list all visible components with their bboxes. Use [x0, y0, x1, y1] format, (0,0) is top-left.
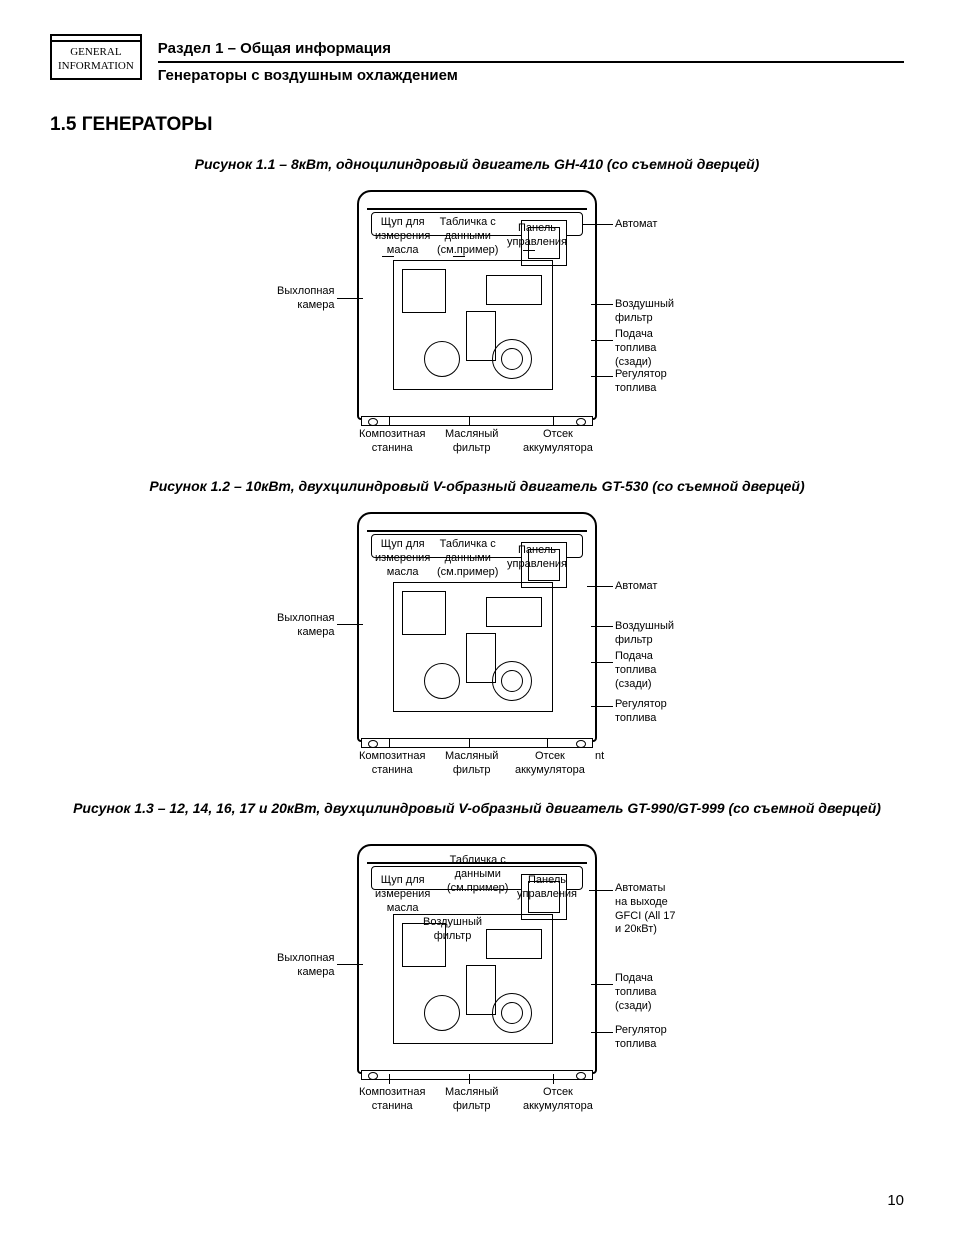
label-fuel-reg: Регулятортоплива [615, 698, 667, 726]
engine-block [393, 260, 553, 390]
label-oil-filter: Масляныйфильтр [445, 1086, 498, 1114]
section-sublabel: Генераторы с воздушным охлаждением [158, 67, 904, 84]
label-breaker: Автомат [615, 580, 657, 594]
label-oil-filter: Масляныйфильтр [445, 750, 498, 778]
base-rail [361, 416, 593, 426]
figure-1-caption: Рисунок 1.1 – 8кВт, одноцилиндровый двиг… [50, 156, 904, 172]
label-data-plate: Табличка сданными(см.пример) [437, 216, 498, 257]
tab-line2: INFORMATION [58, 60, 134, 74]
label-data-plate: Табличка сданными(см.пример) [437, 538, 498, 579]
label-control-panel: Панельуправления [507, 544, 567, 572]
label-exhaust: Выхлопнаякамера [277, 285, 335, 313]
figure-1: Щуп дляизмерениямасла Табличка сданными(… [197, 180, 757, 460]
label-breakers-gfci: Автоматына выходеGFCI (All 17и 20кВт) [615, 882, 676, 937]
label-dipstick: Щуп дляизмерениямасла [375, 538, 430, 579]
label-fuel-inlet: Подачатоплива(сзади) [615, 328, 656, 369]
label-base: Композитнаястанина [359, 750, 425, 778]
label-dipstick: Щуп дляизмерениямасла [375, 874, 430, 915]
label-air-filter: Воздушныйфильтр [615, 298, 674, 326]
tab-line1: GENERAL [58, 46, 134, 60]
figure-2: Щуп дляизмерениямасла Табличка сданными(… [197, 502, 757, 782]
figure-3: Щуп дляизмерениямасла Табличка сданными(… [197, 824, 757, 1124]
label-battery: Отсекаккумулятора [523, 1086, 593, 1114]
label-battery: Отсекаккумулятора [515, 750, 585, 778]
section-tab-icon: GENERAL INFORMATION [50, 40, 142, 80]
label-fuel-reg: Регулятортоплива [615, 1024, 667, 1052]
label-fuel-inlet: Подачатоплива(сзади) [615, 650, 656, 691]
label-air-filter: Воздушныйфильтр [423, 916, 482, 944]
label-control-panel: Панельуправления [507, 222, 567, 250]
label-base: Композитнаястанина [359, 1086, 425, 1114]
page-header: GENERAL INFORMATION Раздел 1 – Общая инф… [50, 40, 904, 84]
figure-2-caption: Рисунок 1.2 – 10кВт, двухцилиндровый V-о… [50, 478, 904, 494]
label-exhaust: Выхлопнаякамера [277, 952, 335, 980]
header-titles: Раздел 1 – Общая информация Генераторы с… [158, 40, 904, 84]
figure-3-caption: Рисунок 1.3 – 12, 14, 16, 17 и 20кВт, дв… [50, 800, 904, 816]
label-air-filter: Воздушныйфильтр [615, 620, 674, 648]
page-number: 10 [887, 1192, 904, 1209]
label-base: Композитнаястанина [359, 428, 425, 456]
top-panel [367, 208, 587, 210]
label-data-plate: Табличка сданными(см.пример) [447, 854, 508, 895]
label-control-panel: Панельуправления [517, 874, 577, 902]
label-battery: Отсекаккумулятора [523, 428, 593, 456]
label-nt-extra: nt [595, 750, 604, 764]
label-breaker: Автомат [615, 218, 657, 232]
label-oil-filter: Масляныйфильтр [445, 428, 498, 456]
label-fuel-inlet: Подачатоплива(сзади) [615, 972, 656, 1013]
label-dipstick: Щуп дляизмерениямасла [375, 216, 430, 257]
chapter-title: 1.5 ГЕНЕРАТОРЫ [50, 114, 904, 136]
section-label: Раздел 1 – Общая информация [158, 40, 904, 63]
label-exhaust: Выхлопнаякамера [277, 612, 335, 640]
label-fuel-reg: Регулятортоплива [615, 368, 667, 396]
